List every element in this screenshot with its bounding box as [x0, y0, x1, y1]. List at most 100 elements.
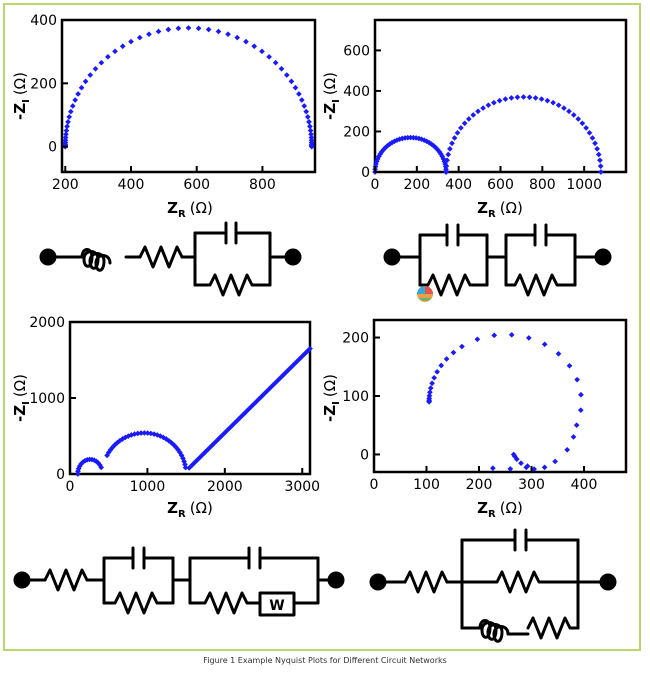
x-tick-label: 200 — [403, 177, 430, 193]
data-point — [182, 464, 189, 471]
y-tick-label: 400 — [30, 13, 57, 29]
data-point — [87, 72, 94, 78]
data-point — [443, 356, 450, 362]
y-tick-label: 600 — [343, 43, 370, 59]
data-point — [119, 43, 126, 50]
y-axis-label: -ZI(Ω) — [321, 72, 342, 120]
data-point — [564, 446, 571, 453]
data-point — [445, 151, 452, 158]
data-point — [112, 48, 118, 55]
data-point — [566, 108, 572, 115]
data-point — [508, 332, 515, 338]
data-point — [292, 84, 299, 91]
y-axis-label: -ZI(Ω) — [11, 374, 32, 422]
data-point — [583, 125, 589, 131]
data-point — [234, 34, 241, 41]
data-point — [451, 135, 458, 141]
data-point — [136, 34, 143, 41]
data-point — [586, 129, 593, 136]
data-point — [490, 465, 496, 472]
data-point — [72, 97, 79, 103]
resistor-symbol — [403, 570, 449, 594]
data-point — [570, 112, 577, 118]
data-point — [496, 97, 503, 104]
y-tick-label: 1000 — [29, 391, 65, 407]
data-point — [577, 407, 584, 413]
data-point — [458, 125, 464, 131]
x-tick-label: 0 — [370, 477, 379, 493]
data-point — [544, 97, 551, 104]
data-point — [443, 163, 450, 169]
circuit-diagram-4 — [369, 528, 617, 643]
capacitor-symbol — [188, 546, 320, 570]
resistor-symbol — [418, 273, 489, 297]
data-point — [215, 28, 222, 35]
data-point — [574, 376, 580, 383]
x-tick-label: 100 — [413, 477, 440, 493]
data-point — [426, 392, 433, 399]
data-point — [65, 119, 71, 125]
data-point — [550, 99, 556, 106]
data-point — [526, 335, 532, 341]
y-tick-label: 100 — [342, 389, 369, 405]
panel-top-right: 0 200 400 600 800 1000 0 200 400 600 ZR (Ω) -ZI(Ω) — [321, 18, 628, 220]
data-point — [243, 38, 249, 45]
data-point — [82, 78, 89, 85]
plot-frame — [60, 18, 317, 174]
x-tick-label: 400 — [445, 177, 472, 193]
data-point — [307, 345, 313, 352]
data-point — [429, 380, 435, 387]
inductor-symbol — [80, 248, 112, 272]
circuit-diagram-2 — [383, 223, 612, 297]
data-point — [541, 464, 548, 471]
x-tick-label: 800 — [529, 177, 556, 193]
resistor-symbol — [460, 570, 580, 594]
data-point — [308, 131, 314, 138]
x-tick-label: 1000 — [130, 479, 166, 495]
data-point — [67, 108, 74, 115]
data-point — [278, 65, 285, 72]
data-point — [69, 103, 76, 109]
panel-bottom-left: 0 1000 2000 3000 0 1000 2000 ZR (Ω) -ZI(Ω) — [11, 315, 320, 520]
data-point — [597, 163, 604, 169]
data-point — [597, 157, 603, 164]
wire — [85, 556, 338, 605]
warburg-label: W — [269, 598, 284, 614]
data-point — [491, 332, 498, 339]
resistor-symbol — [504, 273, 577, 297]
data-point — [475, 108, 481, 115]
data-point — [105, 54, 111, 60]
data-point — [288, 78, 295, 85]
data-point — [308, 143, 315, 150]
data-point — [552, 458, 558, 465]
data-point — [575, 116, 582, 122]
data-point — [470, 112, 477, 118]
data-point — [447, 145, 453, 152]
x-tick-label: 400 — [571, 477, 598, 493]
data-point — [594, 145, 600, 152]
data-point — [595, 151, 602, 158]
data-point — [304, 114, 311, 120]
x-tick-label: 800 — [249, 177, 276, 193]
data-point — [303, 108, 310, 115]
data-point — [510, 451, 517, 458]
wire — [445, 538, 610, 630]
data-point — [555, 102, 562, 109]
data-point — [508, 95, 515, 101]
data-point — [141, 430, 148, 436]
data-point — [155, 28, 162, 35]
data-point — [514, 94, 521, 101]
data-point — [78, 84, 85, 91]
capacitor-symbol — [193, 221, 272, 245]
data-point — [64, 123, 70, 130]
resistor-symbol — [188, 591, 262, 615]
data-point — [538, 96, 545, 102]
data-point — [225, 31, 231, 38]
data-point — [165, 26, 172, 33]
x-tick-label: 200 — [52, 177, 79, 193]
y-tick-label: 0 — [361, 165, 370, 181]
y-tick-label: 200 — [30, 76, 57, 92]
data-point — [307, 127, 314, 134]
data-point — [531, 466, 537, 472]
